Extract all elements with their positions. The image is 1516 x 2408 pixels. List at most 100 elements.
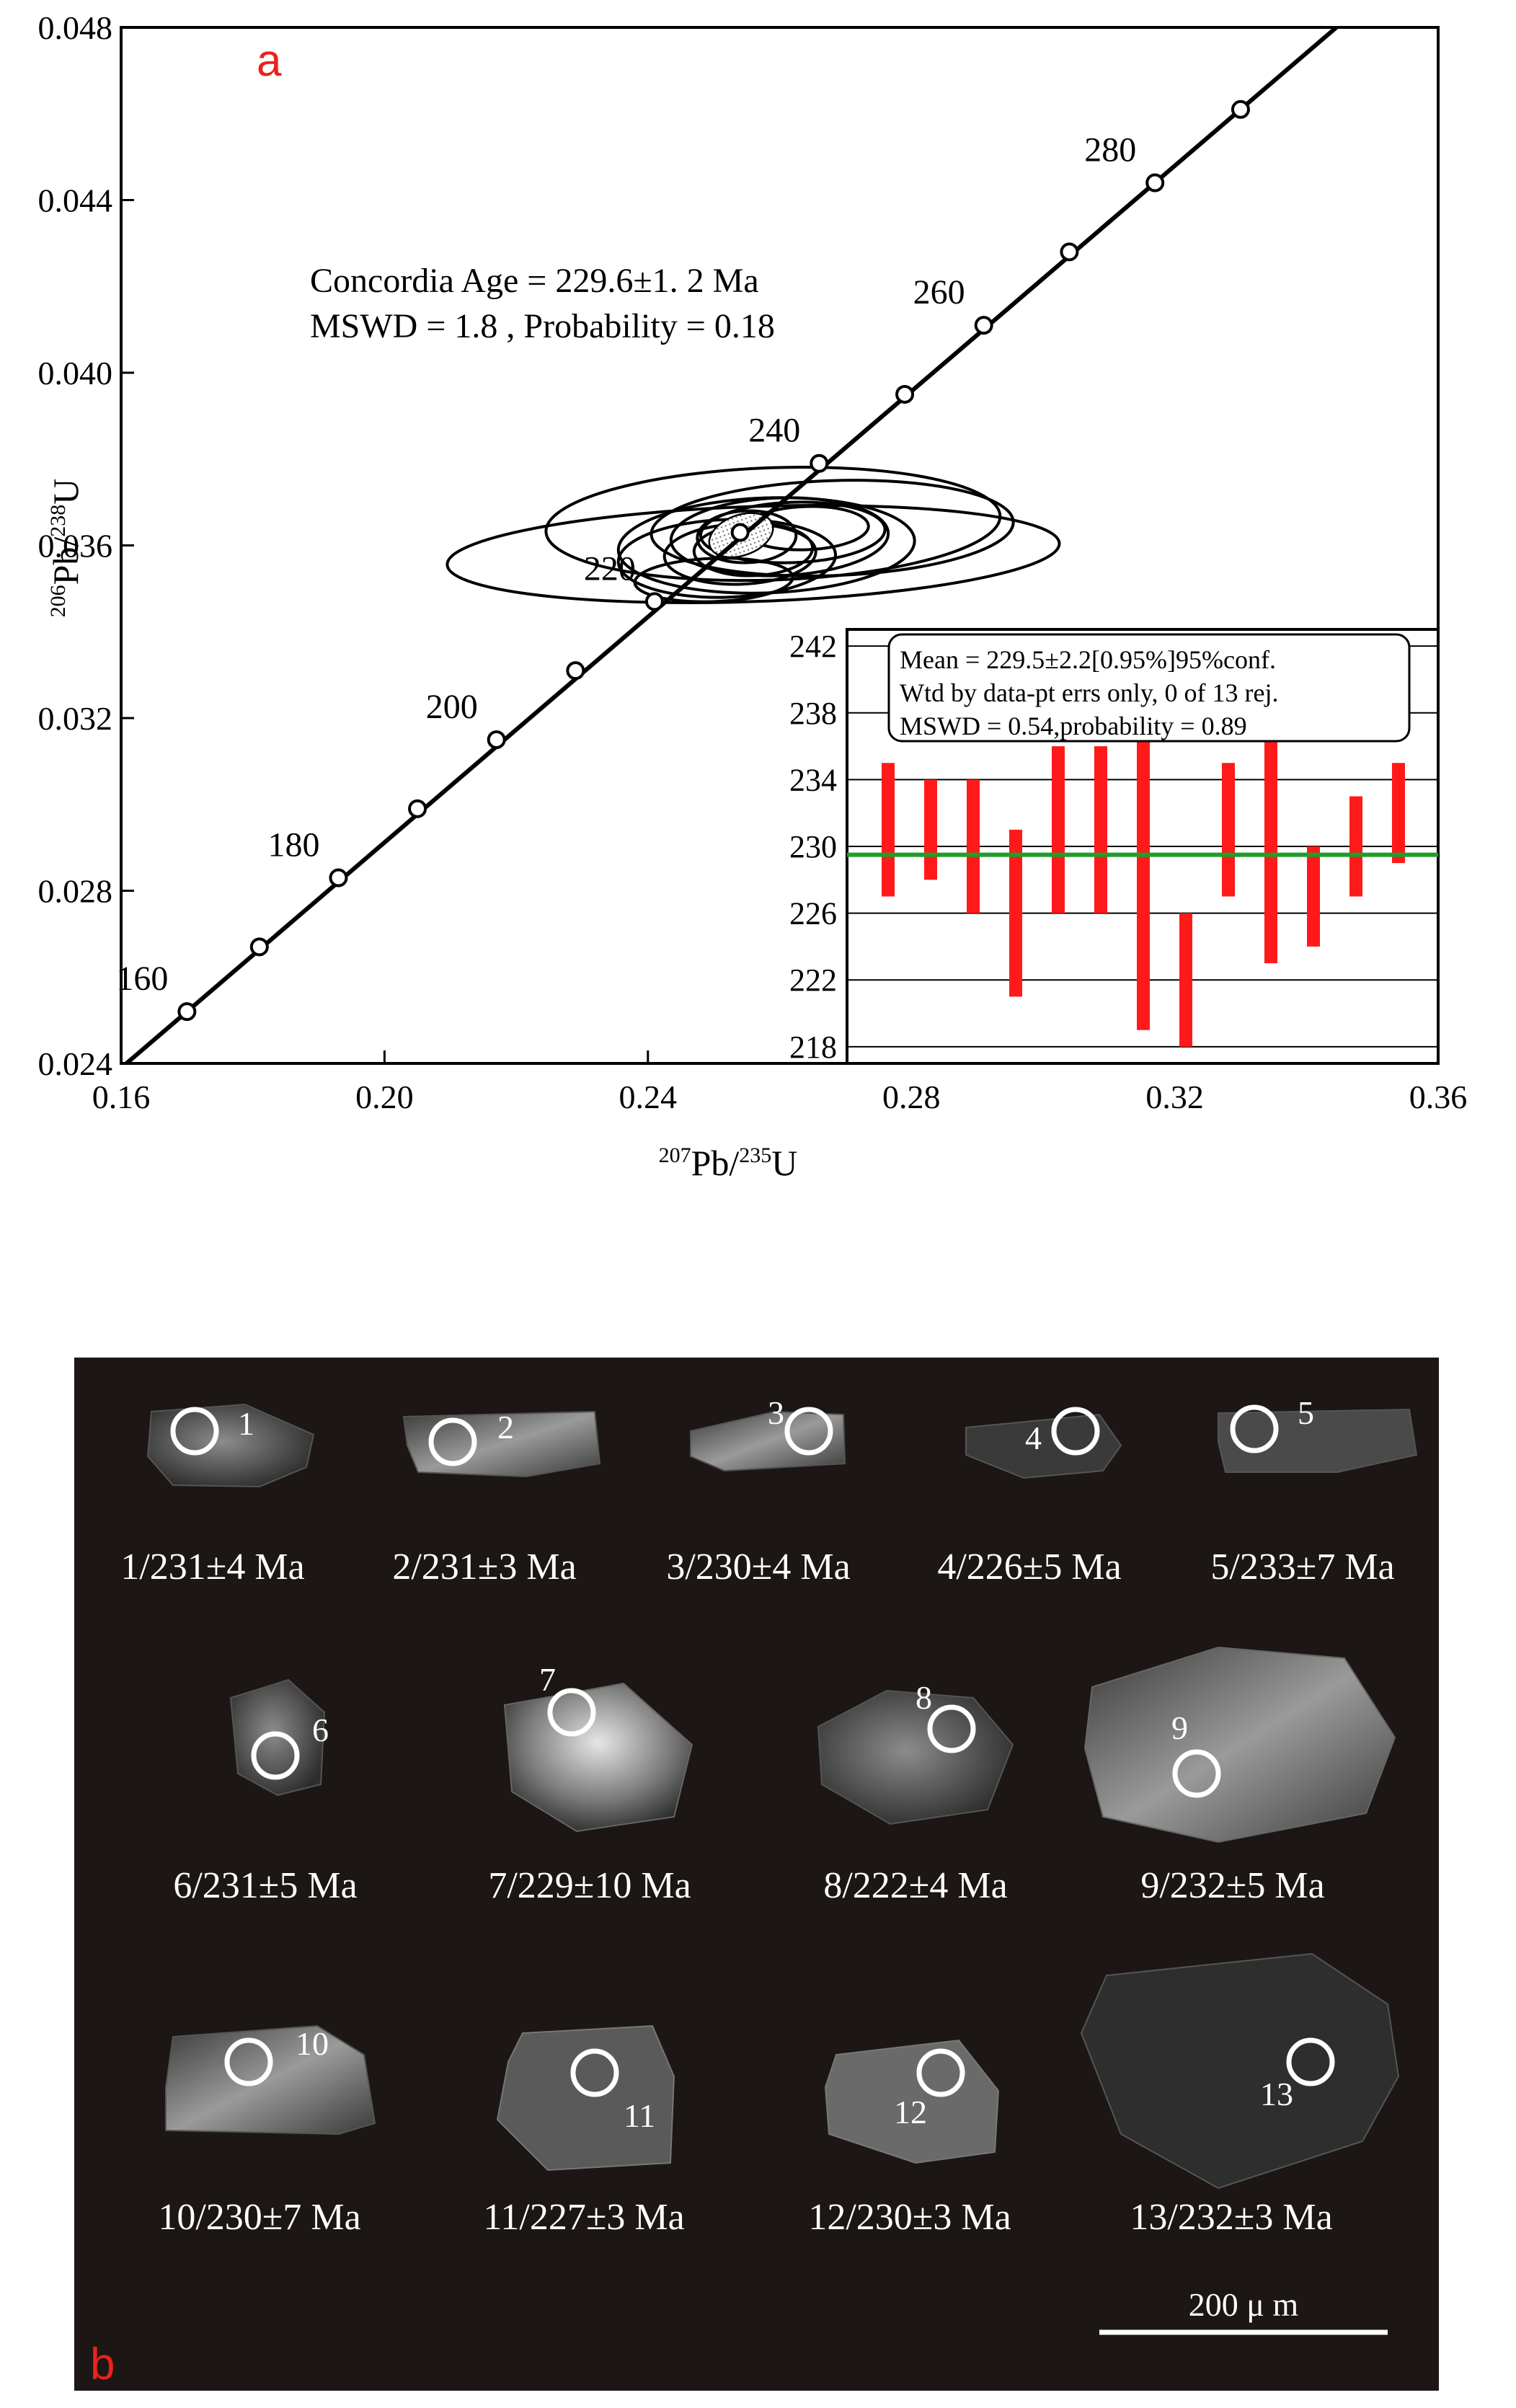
grain-age-label: 3/230±4 Ma (666, 1546, 850, 1588)
analysis-spot (428, 1417, 477, 1466)
grain-number: 11 (624, 2097, 655, 2134)
inset-y-tick-label: 242 (789, 629, 837, 664)
concordia-age-label: 240 (748, 412, 800, 450)
x-tick-label: 0.28 (882, 1079, 941, 1115)
grain-number: 3 (768, 1394, 784, 1431)
concordia-age-marker (1231, 99, 1250, 119)
inset-mswd-text: MSWD = 0.54,probability = 0.89 (900, 712, 1247, 740)
mswd-text: MSWD = 1.8 , Probability = 0.18 (310, 307, 775, 345)
concordia-age-marker (1060, 242, 1079, 262)
analysis-spot (224, 2037, 273, 2086)
inset-y-tick-label: 234 (789, 762, 837, 797)
inset-mean-text: Mean = 229.5±2.2[0.95%]95%conf. (900, 645, 1276, 674)
concordia-age-label: 180 (267, 826, 319, 864)
concordia-curve (123, 27, 1340, 1063)
grain-age-label: 10/230±7 Ma (158, 2197, 360, 2238)
inset-error-bar (882, 763, 895, 897)
inset-error-bar (1009, 829, 1022, 997)
grain-number: 7 (539, 1661, 556, 1698)
grain-age-label: 1/231±4 Ma (120, 1546, 304, 1588)
grain-age-label: 11/227±3 Ma (483, 2197, 684, 2238)
zircon-grain-2 (402, 1410, 601, 1478)
grain-age-label: 4/226±5 Ma (937, 1546, 1121, 1588)
inset-error-bar (924, 779, 937, 880)
concordia-age-marker (566, 661, 585, 681)
y-tick-label: 0.040 (38, 355, 113, 391)
inset-error-bar (1264, 729, 1277, 964)
analysis-spot (916, 2048, 965, 2097)
zircon-grain-10 (165, 2024, 376, 2135)
cl-image-background (74, 1358, 1439, 2391)
y-tick-label: 0.032 (38, 700, 113, 737)
analysis-spot (170, 1407, 219, 1456)
zircon-grain-4 (965, 1413, 1122, 1479)
y-tick-label: 0.028 (38, 873, 113, 910)
grain-number: 6 (312, 1712, 329, 1748)
concordia-age-labels: 160 180 200 220 240 260 280 (116, 131, 1136, 999)
grain-number: 5 (1298, 1394, 1314, 1431)
y-tick-label: 0.024 (38, 1045, 113, 1082)
grain-age-label: 12/230±3 Ma (808, 2197, 1011, 2238)
grain-age-label: 6/231±5 Ma (173, 1865, 357, 1906)
analysis-spot (784, 1407, 833, 1456)
inset-error-bar (1094, 746, 1107, 913)
analysis-spot (927, 1704, 976, 1753)
concordia-age-marker (177, 1002, 197, 1022)
concordia-age-marker (810, 453, 829, 473)
inset-weighting-text: Wtd by data-pt errs only, 0 of 13 rej. (900, 678, 1279, 707)
inset-bars (882, 729, 1405, 1047)
analysis-spot (547, 1688, 596, 1737)
grain-number: 12 (894, 2094, 927, 2130)
inset-error-bar (1392, 763, 1405, 864)
grain-number: 2 (497, 1409, 514, 1446)
error-ellipse (696, 509, 798, 565)
grain-age-label: 9/232±5 Ma (1140, 1865, 1324, 1906)
inset-error-bar (1052, 746, 1065, 913)
x-tick-label: 0.36 (1409, 1079, 1468, 1115)
concordia-age-label: 160 (116, 960, 168, 998)
concordia-diagram: a 0.024 0.028 0.032 0.036 0.040 0.044 0.048 0.… (38, 9, 1468, 1183)
analysis-spots (170, 1404, 1335, 2097)
x-tick-label: 0.32 (1145, 1079, 1204, 1115)
concordia-age-label: 220 (584, 549, 636, 588)
concordia-age-label: 200 (426, 688, 478, 726)
inset-y-tick-label: 222 (789, 962, 837, 998)
concordia-age-marker (249, 937, 269, 957)
grain-age-label: 8/222±4 Ma (823, 1865, 1007, 1906)
grain-number: 8 (916, 1679, 932, 1716)
x-axis-title: 207Pb/235U (659, 1143, 798, 1183)
inset-stats-box (887, 633, 1411, 743)
concordia-age-marker (1145, 173, 1165, 192)
panel-b-label: b (90, 2340, 115, 2389)
zircon-grain-9 (1083, 1646, 1396, 1843)
inset-y-tick-label: 226 (789, 896, 837, 931)
concordia-age-marker (730, 523, 750, 542)
inset-y-tick-label: 218 (789, 1030, 837, 1065)
error-ellipse (650, 479, 1015, 577)
analysis-spot (1051, 1407, 1100, 1456)
grain-age-label: 5/233±7 Ma (1210, 1546, 1394, 1588)
inset-y-tick-label: 238 (789, 696, 837, 731)
zircon-grain-12 (824, 2039, 1000, 2164)
grain-age-label: 2/231±3 Ma (392, 1546, 576, 1588)
grain-number: 1 (238, 1405, 254, 1442)
concordia-age-markers (177, 99, 1250, 1022)
inset-error-bar (1179, 913, 1192, 1047)
x-tick-label: 0.16 (92, 1079, 151, 1115)
analysis-spot (1172, 1749, 1221, 1798)
analysis-spot (251, 1731, 300, 1780)
x-tick-label: 0.20 (355, 1079, 414, 1115)
error-ellipses (446, 465, 1061, 604)
zircon-grain-5 (1218, 1408, 1418, 1473)
concordia-age-marker (408, 799, 427, 818)
inset-error-bar (1137, 729, 1150, 1030)
zircon-grain-3 (690, 1410, 846, 1472)
concordia-age-label: 280 (1084, 131, 1136, 169)
scale-bar-label: 200 μ m (1189, 2286, 1299, 2323)
inset-error-bar (1307, 846, 1320, 947)
concordia-x-axis: 0.16 0.20 0.24 0.28 0.32 0.36 (92, 1050, 1468, 1115)
